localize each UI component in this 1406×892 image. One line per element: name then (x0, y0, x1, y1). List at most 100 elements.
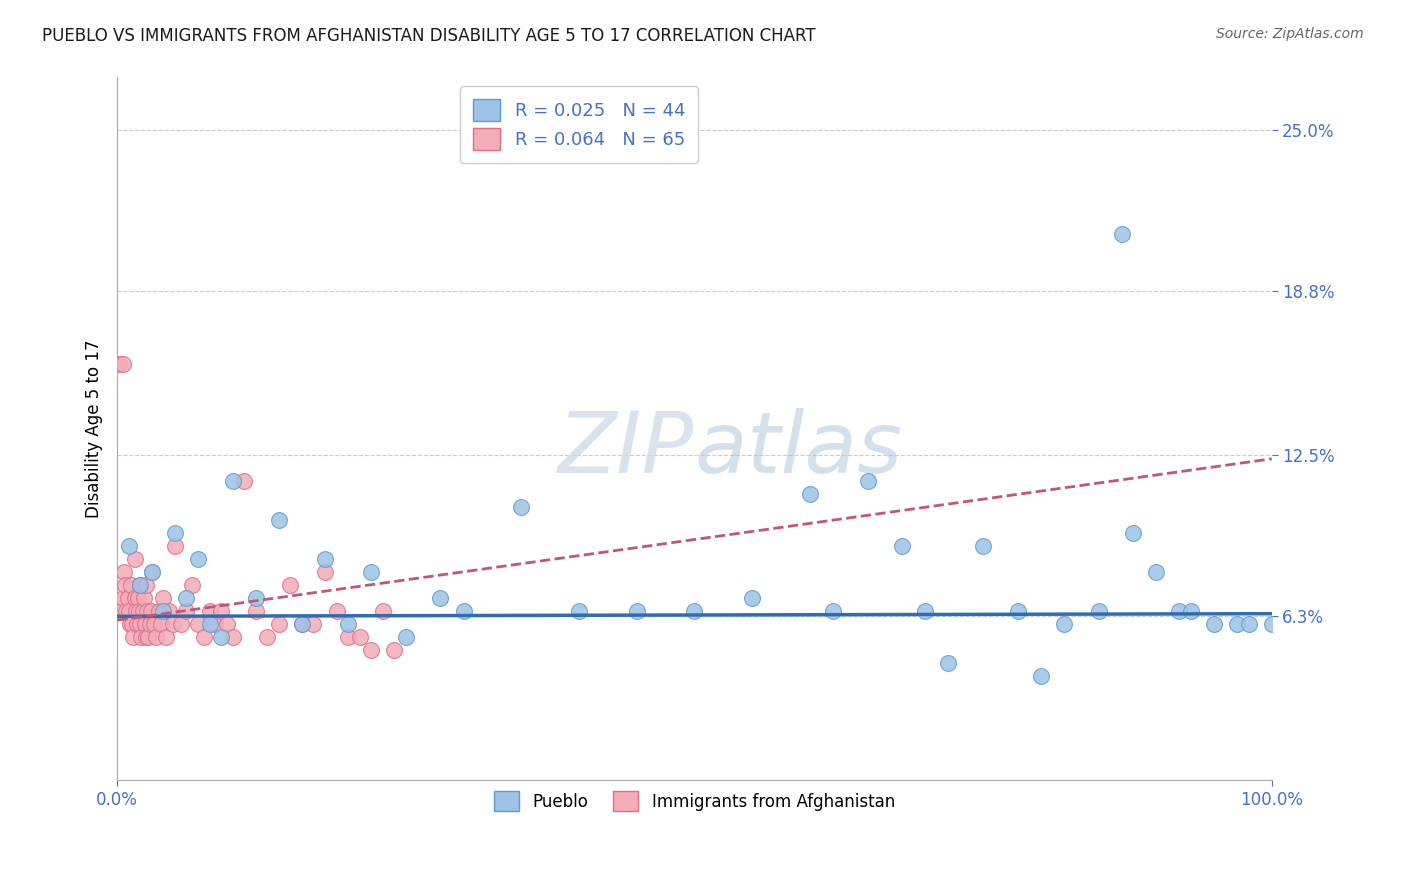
Point (209, 630, 232, 644)
Point (1202, 617, 1225, 632)
Point (891, 539, 914, 553)
Point (1111, 227, 1133, 241)
Point (1029, 669, 1052, 683)
Point (821, 604, 844, 618)
Point (198, 604, 221, 618)
Text: Source: ZipAtlas.com: Source: ZipAtlas.com (1216, 27, 1364, 41)
Point (280, 578, 302, 592)
Point (256, 630, 278, 644)
Point (267, 617, 290, 632)
Point (349, 630, 371, 644)
Point (360, 643, 382, 657)
Point (314, 552, 336, 566)
Point (141, 565, 163, 579)
Point (267, 513, 290, 527)
Point (741, 591, 763, 605)
Point (112, 565, 135, 579)
Point (124, 591, 146, 605)
Point (972, 539, 994, 553)
Point (163, 526, 186, 541)
Point (209, 604, 232, 618)
Point (204, 617, 226, 632)
Point (181, 578, 204, 592)
Point (429, 591, 451, 605)
Point (141, 565, 163, 579)
Point (453, 604, 475, 618)
Point (108, 357, 131, 371)
Point (221, 474, 243, 488)
Point (131, 630, 153, 644)
Point (382, 643, 405, 657)
Point (215, 617, 238, 632)
Point (1237, 617, 1260, 632)
Point (125, 617, 148, 632)
Point (510, 500, 533, 514)
Point (111, 604, 134, 618)
Point (129, 617, 152, 632)
Point (1260, 617, 1282, 632)
Point (1168, 604, 1191, 618)
Text: ZIP: ZIP (558, 409, 695, 491)
Point (314, 565, 336, 579)
Text: PUEBLO VS IMMIGRANTS FROM AFGHANISTAN DISABILITY AGE 5 TO 17 CORRELATION CHART: PUEBLO VS IMMIGRANTS FROM AFGHANISTAN DI… (42, 27, 815, 45)
Point (245, 604, 267, 618)
Point (114, 578, 136, 592)
Point (1180, 604, 1202, 618)
Point (1007, 604, 1029, 618)
Point (1226, 617, 1249, 632)
Point (150, 617, 173, 632)
Point (163, 539, 186, 553)
Point (221, 630, 243, 644)
Point (122, 630, 145, 644)
Point (1144, 565, 1167, 579)
Point (138, 630, 160, 644)
Point (187, 617, 209, 632)
Point (145, 630, 167, 644)
Point (115, 604, 138, 618)
Point (176, 604, 198, 618)
Point (187, 552, 209, 566)
Point (148, 604, 170, 618)
Point (135, 630, 157, 644)
Point (198, 617, 221, 632)
Point (337, 617, 360, 632)
Legend: Pueblo, Immigrants from Afghanistan: Pueblo, Immigrants from Afghanistan (481, 778, 908, 825)
Point (129, 578, 152, 592)
Point (111, 591, 134, 605)
Y-axis label: Disability Age 5 to 17: Disability Age 5 to 17 (86, 340, 103, 518)
Point (152, 591, 174, 605)
Point (139, 604, 162, 618)
Point (337, 630, 360, 644)
Point (131, 604, 153, 618)
Point (152, 604, 174, 618)
Point (118, 617, 141, 632)
Point (124, 552, 146, 566)
Point (120, 578, 142, 592)
Point (325, 604, 347, 618)
Point (856, 474, 879, 488)
Point (129, 578, 152, 592)
Point (121, 617, 143, 632)
Point (245, 591, 267, 605)
Point (799, 487, 821, 501)
Point (626, 604, 648, 618)
Point (1122, 526, 1144, 541)
Point (395, 630, 418, 644)
Point (134, 617, 156, 632)
Point (683, 604, 706, 618)
Point (291, 617, 314, 632)
Point (193, 630, 215, 644)
Point (117, 591, 139, 605)
Point (127, 591, 149, 605)
Point (371, 604, 394, 618)
Point (162, 617, 184, 632)
Point (233, 474, 256, 488)
Point (360, 565, 382, 579)
Point (138, 617, 160, 632)
Point (118, 539, 141, 553)
Point (118, 604, 141, 618)
Point (111, 357, 134, 371)
Point (157, 604, 180, 618)
Point (124, 604, 146, 618)
Point (170, 617, 193, 632)
